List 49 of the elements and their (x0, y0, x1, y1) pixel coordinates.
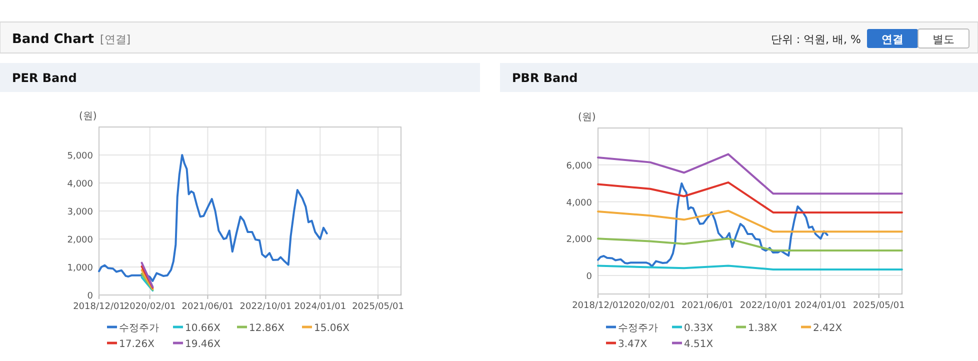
line-series (597, 153, 903, 195)
line-series (98, 154, 328, 282)
legend-label: 4.51X (684, 339, 714, 350)
y-tick-label: 0 (87, 292, 94, 302)
x-tick-label: 2022/10/01 (740, 301, 792, 311)
text: Band Chart (12, 32, 94, 47)
y-axis-title: (원) (79, 111, 97, 122)
legend-label: 3.47X (618, 339, 648, 350)
y-tick-label: 4,000 (67, 180, 94, 190)
legend-label: 15.06X (314, 323, 350, 334)
y-tick-label: 1,000 (67, 264, 94, 274)
x-tick-label: 2020/02/01 (124, 302, 176, 312)
legend-label: 10.66X (185, 323, 221, 334)
chart-title: PBR Band (512, 71, 578, 85)
text: 연결 (882, 33, 904, 46)
legend-label: 12.86X (249, 323, 285, 334)
y-tick-label: 0 (586, 272, 592, 282)
x-tick-label: 2021/06/01 (182, 302, 234, 312)
x-tick-label: 2021/06/01 (682, 301, 734, 311)
legend-label: 수정주가 (119, 323, 159, 334)
y-axis-title: (원) (578, 112, 596, 123)
y-tick-label: 2,000 (566, 235, 592, 246)
y-tick-label: 6,000 (566, 161, 592, 172)
chart-title: PER Band (12, 71, 77, 85)
x-tick-label: 2025/05/01 (352, 302, 404, 312)
line-series (597, 181, 903, 214)
y-tick-label: 2,000 (67, 236, 94, 246)
legend-label: 2.42X (813, 323, 842, 334)
x-tick-label: 2025/05/01 (852, 301, 905, 311)
x-tick-label: 2018/12/01 (572, 301, 624, 311)
x-tick-label: 2020/02/01 (623, 301, 676, 311)
y-tick-label: 3,000 (67, 208, 94, 218)
y-tick-label: 4,000 (566, 198, 592, 208)
x-tick-label: 2022/10/01 (240, 302, 292, 312)
y-tick-label: 5,000 (67, 152, 94, 162)
x-tick-label: 2024/01/01 (294, 302, 346, 312)
text: 별도 (932, 33, 954, 46)
legend-label: 0.33X (684, 323, 714, 334)
text: 단위 : 억원, 배, % (770, 33, 861, 46)
line-series (597, 238, 903, 252)
legend-label: 19.46X (185, 339, 221, 350)
legend-label: 17.26X (119, 339, 155, 350)
legend-label: 수정주가 (618, 323, 658, 334)
legend-label: 1.38X (748, 323, 778, 334)
line-series (597, 210, 903, 233)
line-series (597, 182, 828, 268)
x-tick-label: 2018/12/01 (73, 302, 125, 312)
x-tick-label: 2024/01/01 (794, 301, 847, 311)
text: [연결] (100, 33, 131, 46)
